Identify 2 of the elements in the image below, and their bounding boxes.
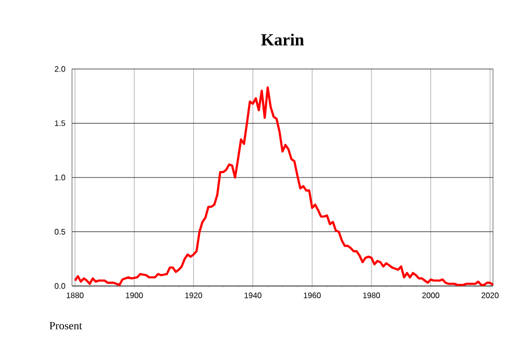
y-axis-title: Prosent [50,322,82,330]
chart-title: Karin [261,34,304,46]
